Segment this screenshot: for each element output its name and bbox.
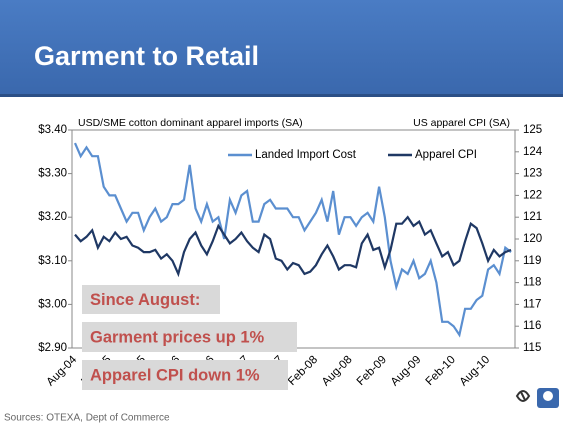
y-tick-label: $3.10: [38, 255, 67, 267]
x-tick-label: Feb-10: [424, 354, 458, 388]
x-tick-label: Aug-09: [389, 354, 424, 389]
y2-tick-label: 125: [523, 124, 542, 136]
x-tick-label: Aug-04: [45, 353, 80, 388]
y2-tick-label: 119: [523, 255, 541, 267]
y-tick-label: $3.40: [38, 124, 67, 136]
plot-frame: [71, 129, 516, 349]
y2-tick-label: 117: [523, 298, 541, 310]
y-tick-label: $3.00: [38, 298, 67, 310]
legend-label: Apparel CPI: [415, 149, 477, 161]
x-tick-label: Feb-09: [355, 354, 389, 388]
y-tick-label: $2.90: [38, 342, 67, 354]
y2-tick-label: 116: [523, 320, 541, 332]
annotation-box: [82, 285, 220, 314]
y-axis-label: USD/SME cotton dominant apparel imports …: [78, 117, 303, 129]
y2-tick-label: 115: [523, 342, 541, 354]
logo-mark: [515, 390, 531, 402]
annotation: Garment prices up 1%: [90, 328, 265, 346]
x-tick-label: Aug-10: [458, 354, 493, 389]
y-tick-label: $3.20: [38, 211, 67, 223]
y2-tick-label: 118: [523, 277, 541, 289]
y2-tick-label: 120: [523, 233, 542, 245]
x-tick-label: Aug-08: [320, 354, 355, 389]
series-line: [73, 142, 512, 338]
annotation-box: [82, 360, 288, 390]
logo-dot: [543, 391, 553, 401]
y-tick-label: $3.30: [38, 168, 67, 180]
y2-tick-label: 123: [523, 168, 542, 180]
source: Sources: OTEXA, Dept of Commerce: [4, 413, 170, 424]
header-rule: [0, 94, 563, 97]
series-line: [74, 215, 512, 278]
legend-label: Landed Import Cost: [255, 149, 357, 161]
annotation-box: [82, 322, 297, 352]
y2-axis-label: US apparel CPI (SA): [413, 117, 510, 129]
y2-tick-label: 124: [523, 146, 543, 158]
slide-title: Garment to Retail: [34, 41, 259, 71]
annotation: Apparel CPI down 1%: [90, 366, 260, 384]
header-band: [0, 0, 563, 94]
logos: [515, 388, 559, 408]
annotation: Since August:: [90, 291, 200, 309]
y2-tick-label: 122: [523, 189, 542, 201]
x-tick-label: Feb-08: [286, 354, 320, 388]
y2-tick-label: 121: [523, 211, 542, 223]
